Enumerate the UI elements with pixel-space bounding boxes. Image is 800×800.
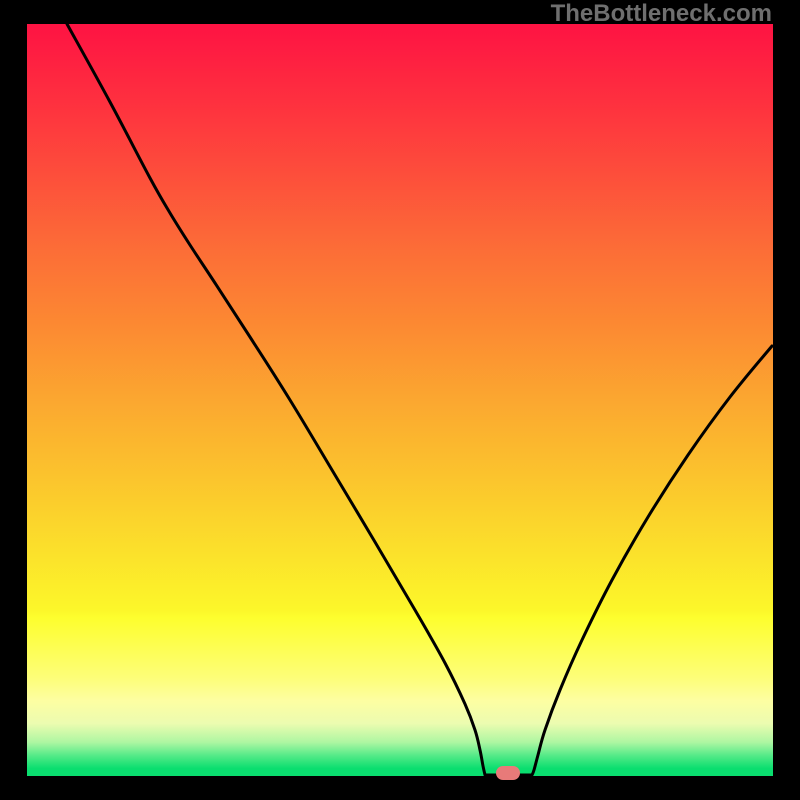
frame-left	[0, 0, 27, 800]
gradient-background	[27, 24, 773, 776]
chart-svg	[0, 0, 800, 800]
watermark-text: TheBottleneck.com	[551, 0, 772, 28]
optimum-marker	[496, 766, 520, 780]
frame-bottom	[0, 776, 800, 800]
frame-right	[773, 0, 800, 800]
